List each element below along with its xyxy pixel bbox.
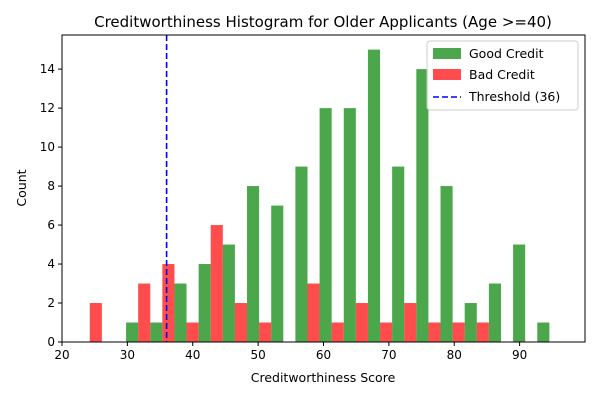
bar-bad-credit-9	[307, 283, 320, 342]
y-tick-label-8: 8	[47, 179, 55, 193]
bar-good-credit-5	[198, 264, 211, 342]
x-tick-label-80: 80	[447, 348, 462, 362]
y-tick-label-12: 12	[40, 101, 55, 115]
bar-good-credit-9	[295, 166, 308, 342]
bar-bad-credit-10	[331, 322, 344, 342]
bar-bad-credit-4	[186, 322, 199, 342]
legend-label-1: Bad Credit	[469, 67, 535, 82]
x-tick-label-90: 90	[512, 348, 527, 362]
y-tick-label-14: 14	[40, 62, 55, 76]
bar-good-credit-4	[174, 283, 187, 342]
bar-good-credit-16	[464, 303, 477, 342]
bar-bad-credit-11	[355, 303, 368, 342]
bar-bad-credit-5	[210, 225, 223, 342]
bar-good-credit-10	[319, 108, 332, 342]
bar-good-credit-13	[392, 166, 405, 342]
bar-good-credit-17	[488, 283, 501, 342]
plot-area: 20 30 40 50 60 70 80 90 0 2 4 6 8 10 12 14	[40, 34, 586, 362]
y-axis-label: Count	[14, 169, 29, 206]
bar-good-credit-12	[367, 49, 381, 343]
bar-good-credit-14	[416, 69, 429, 343]
y-tick-label-4: 4	[47, 257, 55, 271]
x-tick-label-20: 20	[54, 348, 69, 362]
bar-bad-credit-2	[138, 283, 151, 342]
x-tick-label-70: 70	[381, 348, 396, 362]
legend-swatch-good-credit	[433, 48, 461, 59]
bar-good-credit-8	[271, 205, 284, 342]
bar-good-credit-3	[150, 322, 163, 342]
chart-title: Creditworthiness Histogram for Older App…	[94, 13, 552, 31]
bar-good-credit-2	[126, 322, 139, 342]
bar-bad-credit-12	[380, 322, 393, 342]
bar-good-credit-6	[222, 244, 235, 342]
legend-box	[426, 40, 579, 111]
bar-bad-credit-0	[89, 303, 102, 342]
legend-label-0: Good Credit	[469, 46, 544, 61]
y-tick-label-10: 10	[40, 140, 55, 154]
bar-bad-credit-16	[476, 322, 489, 342]
x-tick-label-60: 60	[316, 348, 331, 362]
bar-good-credit-15	[440, 186, 453, 342]
bar-bad-credit-13	[404, 303, 417, 342]
legend-swatch-bad-credit	[433, 69, 461, 80]
bar-good-credit-11	[343, 108, 356, 342]
y-tick-label-2: 2	[47, 296, 55, 310]
legend-label-2: Threshold (36)	[468, 89, 560, 104]
bar-bad-credit-7	[259, 322, 272, 342]
x-tick-label-30: 30	[120, 348, 135, 362]
x-axis-label: Creditworthiness Score	[251, 370, 396, 385]
bar-good-credit-18	[513, 244, 526, 342]
bar-bad-credit-3	[162, 264, 175, 342]
bar-good-credit-19	[537, 322, 550, 342]
y-tick-label-0: 0	[47, 335, 55, 349]
bar-bad-credit-6	[234, 303, 248, 342]
x-tick-label-50: 50	[250, 348, 265, 362]
bar-good-credit-7	[247, 186, 260, 342]
bar-bad-credit-14	[428, 322, 441, 342]
y-tick-label-6: 6	[47, 218, 55, 232]
legend: Good Credit Bad Credit Threshold (36)	[426, 40, 579, 111]
x-tick-label-40: 40	[185, 348, 200, 362]
bar-bad-credit-15	[452, 322, 465, 342]
